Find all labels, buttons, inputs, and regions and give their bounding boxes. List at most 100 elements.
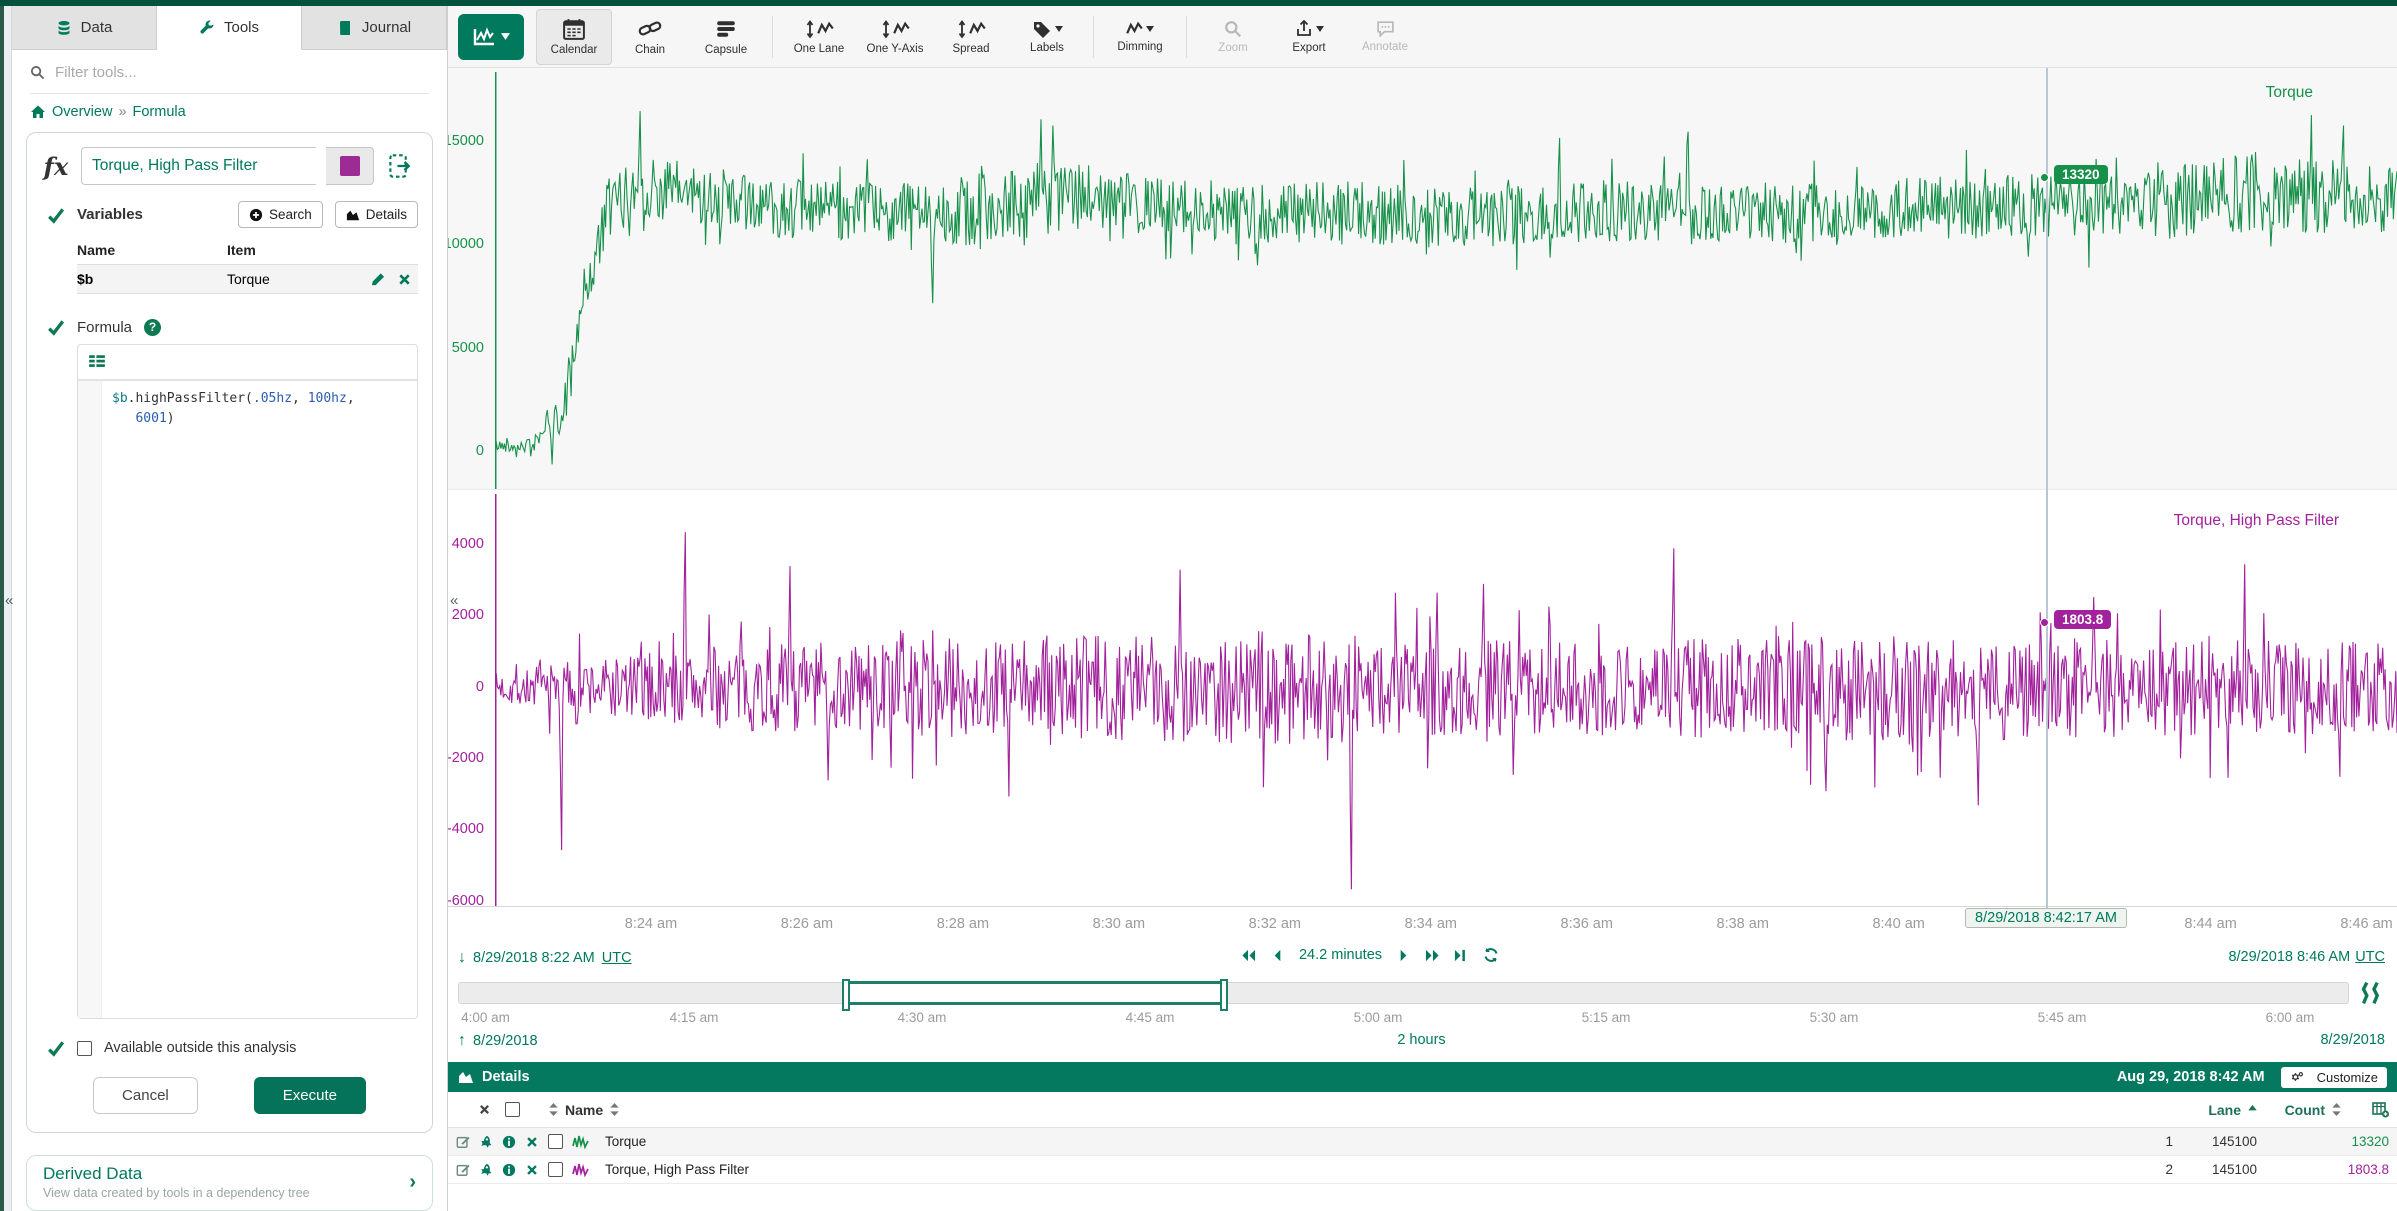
remove-variable-icon[interactable] — [397, 272, 412, 287]
tab-journal[interactable]: Journal — [302, 6, 447, 50]
lane1-signal-label[interactable]: Torque — [2265, 84, 2313, 101]
sort-asc-icon[interactable] — [2247, 1103, 2258, 1116]
derived-data-card[interactable]: Derived Data View data created by tools … — [26, 1155, 433, 1211]
rocket-icon[interactable] — [479, 1135, 493, 1149]
chevron-right-icon[interactable]: › — [409, 1170, 416, 1193]
item-name[interactable]: Torque, High Pass Filter — [605, 1162, 750, 1177]
wrench-icon — [199, 20, 215, 36]
slider-date-left-label[interactable]: 8/29/2018 — [473, 1033, 538, 1049]
range-slider-track[interactable] — [458, 979, 2349, 1011]
formula-code[interactable]: $b.highPassFilter(.05hz, 100hz, 6001) — [102, 381, 365, 1018]
help-icon[interactable]: ? — [144, 318, 162, 336]
edit-item-icon[interactable] — [456, 1163, 470, 1177]
auto-update-icon[interactable] — [2359, 980, 2385, 1006]
range-end-label[interactable]: 8/29/2018 8:46 AM — [2228, 949, 2351, 965]
details-row-high-pass-filter[interactable]: Torque, High Pass Filter 2 145100 1803.8 — [448, 1156, 2397, 1184]
step-forward-icon[interactable] — [1396, 948, 1411, 963]
add-column-icon[interactable] — [2372, 1101, 2389, 1118]
toolbar-dimming-button[interactable]: Dimming — [1102, 9, 1178, 65]
col-lane-header[interactable]: Lane — [2194, 1102, 2264, 1118]
plus-circle-icon — [249, 208, 263, 222]
details-chart-icon — [458, 1069, 474, 1085]
customize-button[interactable]: Customize — [2280, 1066, 2387, 1088]
check-icon — [47, 318, 65, 336]
range-end-utc[interactable]: UTC — [2355, 949, 2385, 965]
toolbar-spread-button[interactable]: Spread — [933, 9, 1009, 65]
refresh-icon[interactable] — [1483, 947, 1499, 963]
duration-label[interactable]: 24.2 minutes — [1298, 947, 1383, 963]
sort-icon[interactable] — [609, 1103, 620, 1116]
edit-variable-icon[interactable] — [370, 272, 385, 287]
row-checkbox[interactable] — [548, 1162, 563, 1177]
x-axis-tick-label: 8:28 am — [936, 916, 990, 932]
trend-chart[interactable]: 15000 10000 5000 0 Torque 4000 2000 0 -2000 -40… — [448, 68, 2397, 908]
filter-tools-input[interactable] — [55, 64, 429, 81]
step-back-fast-icon[interactable] — [1241, 948, 1256, 963]
move-to-display-button[interactable] — [384, 149, 418, 183]
x-axis-tick-label: 8:44 am — [2184, 916, 2237, 932]
range-slider-selection[interactable] — [842, 979, 1228, 1011]
range-start-utc[interactable]: UTC — [601, 950, 632, 966]
remove-all-icon[interactable] — [478, 1103, 491, 1116]
toolbar-label: Annotate — [1361, 41, 1409, 53]
rocket-icon[interactable] — [479, 1163, 493, 1177]
toolbar-one-y-axis-button[interactable]: One Y-Axis — [857, 9, 933, 65]
step-back-icon[interactable] — [1270, 948, 1285, 963]
info-icon[interactable] — [502, 1163, 516, 1177]
execute-button[interactable]: Execute — [253, 1077, 366, 1114]
toolbar-labels-button[interactable]: Labels — [1009, 9, 1085, 65]
col-name-header[interactable]: Name — [565, 1101, 604, 1118]
select-all-checkbox[interactable] — [505, 1102, 520, 1117]
x-axis-tick-label: 8:30 am — [1092, 916, 1146, 932]
toolbar-calendar-button[interactable]: Calendar — [536, 8, 612, 65]
variable-search-button[interactable]: Search — [237, 201, 323, 228]
tab-tools[interactable]: Tools — [157, 6, 302, 50]
y-axis-tick-label: 0 — [475, 678, 484, 695]
formula-name-input[interactable] — [81, 147, 316, 185]
step-to-end-icon[interactable] — [1454, 948, 1469, 963]
available-outside-checkbox[interactable] — [77, 1040, 92, 1056]
collapse-left-panel-icon[interactable]: « — [5, 592, 14, 609]
toolbar-capsule-button[interactable]: Capsule — [688, 9, 764, 65]
formula-editor[interactable]: $b.highPassFilter(.05hz, 100hz, 6001) — [77, 344, 418, 1019]
lane2-signal-label[interactable]: Torque, High Pass Filter — [2173, 512, 2339, 529]
toolbar-chain-button[interactable]: Chain — [612, 9, 688, 65]
slider-date-right[interactable]: 8/29/2018 — [2320, 1032, 2385, 1048]
slider-date-left: ↑ 8/29/2018 — [458, 1032, 538, 1050]
toolbar-export-button[interactable]: Export — [1271, 9, 1347, 65]
remove-item-icon[interactable] — [525, 1135, 539, 1149]
breadcrumb-overview[interactable]: Overview — [52, 104, 113, 120]
x-axis-tick-label: 8:36 am — [1560, 916, 1613, 932]
home-icon[interactable] — [30, 104, 46, 120]
row-checkbox[interactable] — [548, 1134, 563, 1149]
step-forward-fast-icon[interactable] — [1425, 948, 1440, 963]
details-row-torque[interactable]: Torque 1 145100 13320 — [448, 1128, 2397, 1156]
trend-lines-icon — [893, 20, 910, 37]
up-down-arrows-icon — [881, 19, 891, 39]
toolbar-label: Labels — [1030, 41, 1064, 54]
variables-table-header: Name Item — [77, 238, 418, 264]
cancel-button[interactable]: Cancel — [93, 1077, 198, 1114]
view-mode-dropdown[interactable] — [458, 13, 524, 60]
range-start-label[interactable]: 8/29/2018 8:22 AM — [473, 950, 595, 966]
color-swatch-button[interactable] — [326, 147, 374, 185]
item-name[interactable]: Torque — [605, 1134, 647, 1149]
sort-icon[interactable] — [548, 1103, 559, 1116]
collapse-sidebar-icon[interactable]: « — [450, 592, 459, 609]
sort-icon[interactable] — [2331, 1103, 2342, 1116]
lane-high-pass-filter[interactable]: 4000 2000 0 -2000 -4000 -6000 Torque, High Pa… — [448, 490, 2397, 907]
remove-item-icon[interactable] — [525, 1163, 539, 1177]
function-list-icon[interactable] — [88, 353, 106, 371]
info-icon[interactable] — [502, 1135, 516, 1149]
range-slider-left-handle[interactable] — [842, 979, 850, 1011]
edit-item-icon[interactable] — [456, 1135, 470, 1149]
slider-duration[interactable]: 2 hours — [1397, 1032, 1446, 1048]
range-slider-right-handle[interactable] — [1220, 979, 1228, 1011]
toolbar-one-lane-button[interactable]: One Lane — [781, 9, 857, 65]
spread-arrows-icon — [957, 19, 967, 39]
tab-data[interactable]: Data — [12, 6, 157, 50]
lane-torque[interactable]: 15000 10000 5000 0 Torque — [448, 68, 2397, 490]
col-count-header[interactable]: Count — [2264, 1102, 2348, 1118]
toolbar-separator — [1093, 15, 1094, 58]
variable-details-button[interactable]: Details — [334, 201, 418, 228]
